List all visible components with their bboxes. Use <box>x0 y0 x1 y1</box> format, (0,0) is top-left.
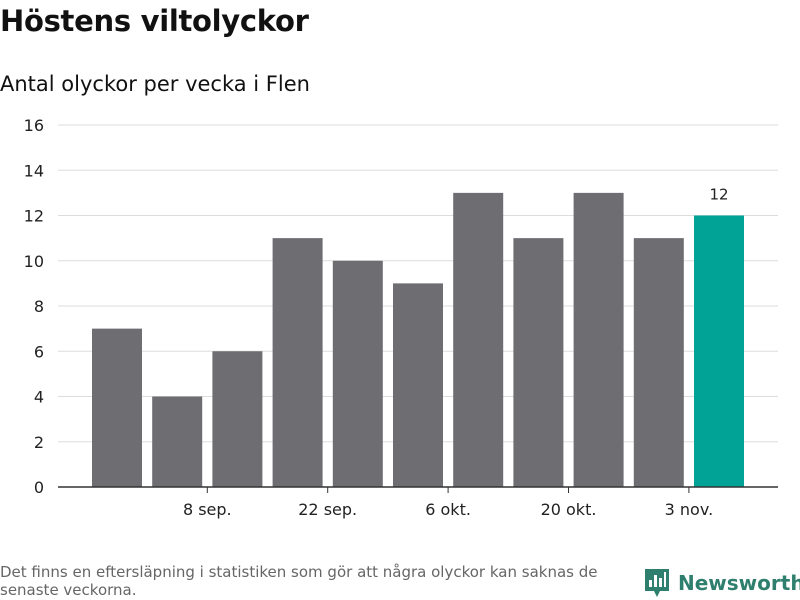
y-tick-label: 0 <box>34 478 44 497</box>
y-tick-label: 16 <box>24 116 44 135</box>
chart-subtitle: Antal olyckor per vecka i Flen <box>0 72 310 96</box>
bar <box>694 215 744 487</box>
x-tick-label: 22 sep. <box>298 500 357 519</box>
x-tick-label: 8 sep. <box>183 500 232 519</box>
y-tick-label: 2 <box>34 433 44 452</box>
brand-name: Newsworthy <box>678 571 800 595</box>
y-tick-label: 6 <box>34 342 44 361</box>
bar <box>272 238 323 487</box>
y-tick-label: 4 <box>34 388 44 407</box>
bar <box>393 283 443 487</box>
y-tick-label: 14 <box>24 161 44 180</box>
bar <box>152 396 203 487</box>
x-tick-label: 20 okt. <box>541 500 597 519</box>
bars <box>92 192 744 487</box>
axes <box>58 486 778 493</box>
labels: 0 2 4 6 8 10 12 14 16 8 sep. 22 sep. 6 okt. 20 okt. 3… <box>24 116 729 519</box>
y-tick-label: 12 <box>24 207 44 226</box>
bar <box>573 192 624 487</box>
bar <box>212 351 263 487</box>
x-tick-label: 6 okt. <box>425 500 471 519</box>
bar <box>453 192 504 487</box>
y-tick-label: 10 <box>24 252 44 271</box>
newsworthy-logo-icon <box>645 569 669 597</box>
bar <box>332 260 383 487</box>
bar <box>633 238 684 487</box>
chart-title: Höstens viltolyckor <box>0 4 309 38</box>
bar-chart: 0 2 4 6 8 10 12 14 16 8 sep. 22 sep. 6 okt. 20 okt. 3… <box>24 116 778 519</box>
footnote: Det finns en eftersläpning i statistiken… <box>0 563 598 599</box>
y-tick-label: 8 <box>34 297 44 316</box>
brand[interactable]: Newsworthy <box>644 568 800 598</box>
bar <box>92 328 142 487</box>
bar <box>513 238 564 487</box>
x-tick-label: 3 nov. <box>665 500 714 519</box>
data-label: 12 <box>709 186 728 204</box>
